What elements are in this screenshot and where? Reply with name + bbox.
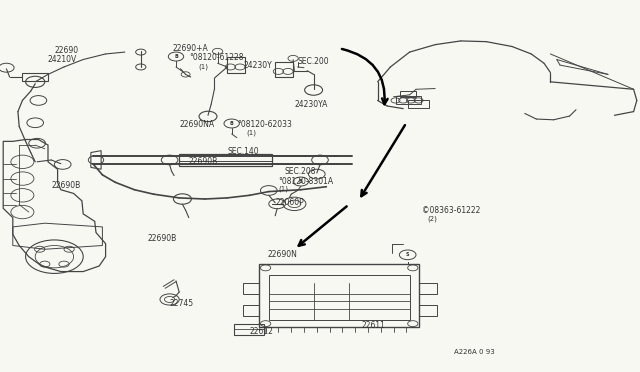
Text: SEC.208: SEC.208 [285, 167, 316, 176]
Text: °08120-8301A: °08120-8301A [278, 177, 333, 186]
Bar [243, 283, 259, 294]
Text: 22690B: 22690B [189, 157, 218, 166]
Text: 22690N: 22690N [268, 250, 298, 259]
Text: 22690+A: 22690+A [173, 44, 209, 53]
Text: 24230YA: 24230YA [294, 100, 328, 109]
Text: B: B [230, 121, 234, 126]
Bar [269, 275, 410, 320]
Text: ©08363-61222: ©08363-61222 [422, 206, 481, 215]
Text: 22612: 22612 [250, 327, 273, 336]
Text: 22060P: 22060P [275, 198, 304, 207]
Text: 22690B: 22690B [51, 182, 81, 190]
Text: 22690: 22690 [54, 46, 79, 55]
Bar [396, 96, 421, 104]
Text: (1): (1) [246, 130, 257, 137]
Text: °08120-62033: °08120-62033 [237, 120, 292, 129]
Bar [408, 100, 429, 108]
Text: S: S [406, 252, 410, 257]
Text: 22690B: 22690B [147, 234, 177, 243]
Text: 24210V: 24210V [48, 55, 77, 64]
Bar [227, 57, 245, 73]
Text: B: B [299, 179, 303, 184]
Bar [275, 62, 293, 77]
Bar [400, 91, 416, 97]
Text: A226A 0 93: A226A 0 93 [454, 349, 495, 355]
Bar [179, 154, 272, 166]
Bar [22, 73, 48, 81]
Text: (2): (2) [428, 215, 437, 222]
Text: °08120-61228: °08120-61228 [189, 53, 243, 62]
Text: 22745: 22745 [170, 299, 194, 308]
Text: (1): (1) [198, 64, 209, 70]
Bar [243, 305, 259, 316]
Bar [419, 305, 437, 316]
Text: SEC.200: SEC.200 [298, 57, 329, 66]
Text: 22690NA: 22690NA [179, 120, 214, 129]
Text: 22611: 22611 [362, 321, 385, 330]
Text: SEC.140: SEC.140 [227, 147, 259, 156]
Text: 24230Y: 24230Y [243, 61, 272, 70]
Bar [259, 264, 419, 327]
Bar [419, 283, 437, 294]
Bar [234, 324, 264, 335]
Text: B: B [174, 54, 178, 59]
Text: (1): (1) [278, 186, 289, 192]
